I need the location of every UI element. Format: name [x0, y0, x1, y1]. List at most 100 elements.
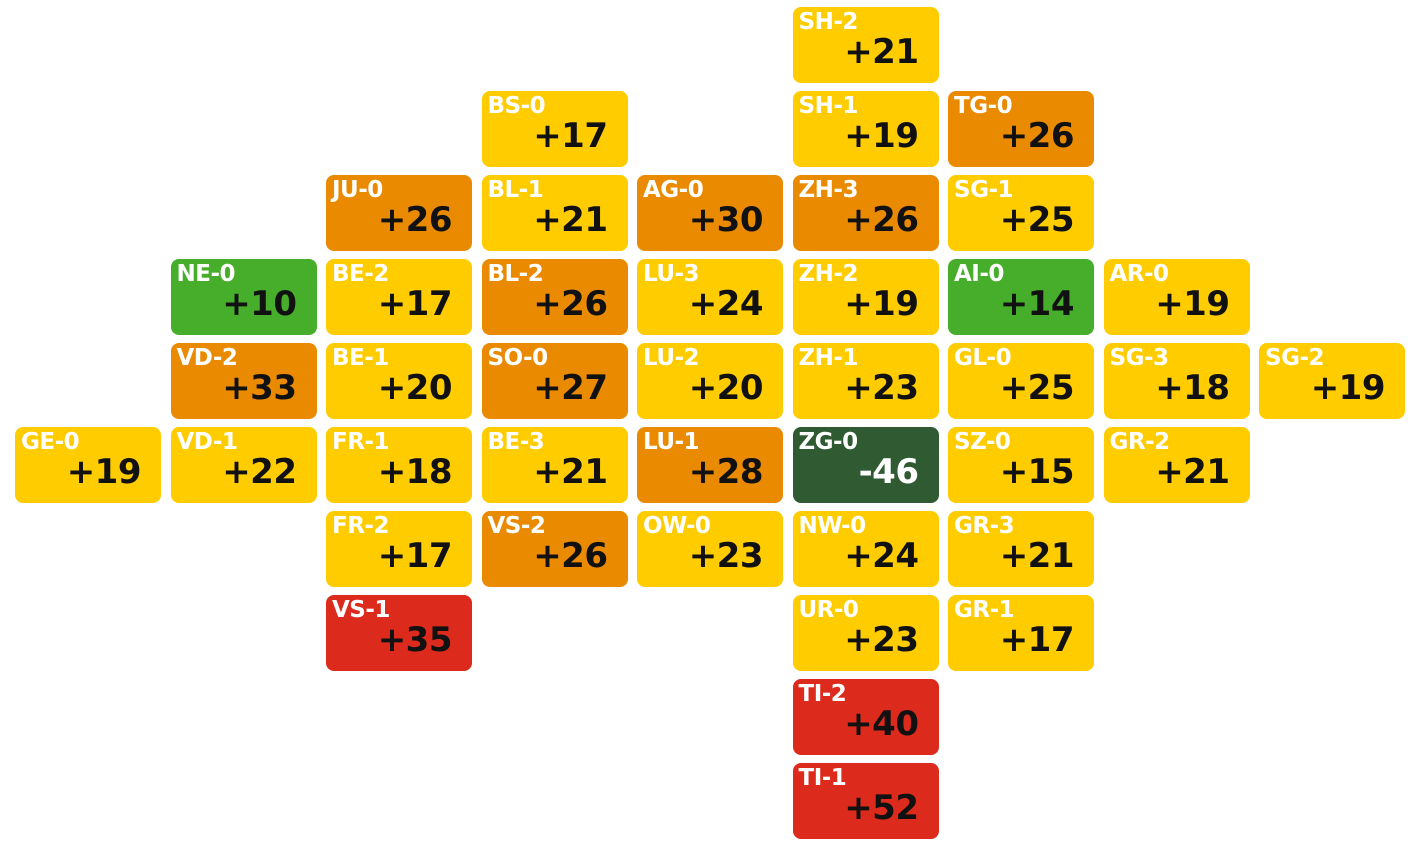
tile-zg-0[interactable]: ZG-0 -46	[792, 427, 939, 503]
tile-vs-2[interactable]: VS-2 +26	[481, 511, 628, 587]
tile-value: +30	[688, 200, 764, 240]
tile-value: +17	[377, 284, 453, 324]
tile-ne-0[interactable]: NE-0 +10	[170, 259, 317, 335]
tile-value: +15	[999, 452, 1075, 492]
tile-nw-0[interactable]: NW-0 +24	[792, 511, 939, 587]
tile-code: VS-1	[332, 597, 390, 623]
tile-code: BE-2	[332, 261, 389, 287]
tile-value: +21	[999, 536, 1075, 576]
tile-be-1[interactable]: BE-1 +20	[326, 343, 472, 419]
tile-code: JU-0	[332, 177, 383, 203]
tile-value: +26	[999, 116, 1075, 156]
tile-code: TI-2	[798, 681, 847, 707]
tile-value: +21	[533, 200, 608, 240]
tile-value: +20	[377, 368, 453, 408]
tile-value: -46	[858, 452, 919, 492]
tile-value: +26	[377, 200, 453, 240]
tile-lu-3[interactable]: LU-3 +24	[637, 259, 783, 335]
tile-ti-2[interactable]: TI-2 +40	[792, 679, 939, 755]
tile-code: SH-1	[798, 93, 859, 119]
tile-code: ZG-0	[798, 429, 859, 455]
tile-code: GR-1	[954, 597, 1015, 623]
tile-value: +28	[688, 452, 764, 492]
tile-zh-2[interactable]: ZH-2 +19	[792, 259, 939, 335]
tile-lu-2[interactable]: LU-2 +20	[637, 343, 783, 419]
tile-code: GE-0	[21, 429, 80, 455]
tile-code: SG-3	[1109, 345, 1170, 371]
tile-be-2[interactable]: BE-2 +17	[326, 259, 472, 335]
tile-value: +27	[533, 368, 608, 408]
tile-value: +26	[844, 200, 919, 240]
tile-be-3[interactable]: BE-3 +21	[481, 427, 628, 503]
tile-gr-3[interactable]: GR-3 +21	[948, 511, 1094, 587]
tile-code: GR-2	[1109, 429, 1171, 455]
tile-ti-1[interactable]: TI-1 +52	[792, 763, 939, 839]
tile-value: +40	[844, 704, 919, 744]
tile-value: +35	[377, 620, 453, 660]
tile-fr-1[interactable]: FR-1 +18	[326, 427, 472, 503]
tile-gl-0[interactable]: GL-0 +25	[948, 343, 1094, 419]
tile-value: +19	[1310, 368, 1386, 408]
tile-value: +22	[222, 452, 297, 492]
tile-value: +23	[688, 536, 764, 576]
tile-code: SG-1	[954, 177, 1014, 203]
tile-value: +52	[844, 788, 919, 828]
tile-value: +33	[222, 368, 297, 408]
tile-bl-1[interactable]: BL-1 +21	[481, 175, 628, 251]
tile-ar-0[interactable]: AR-0 +19	[1103, 259, 1250, 335]
tile-value: +14	[999, 284, 1075, 324]
tile-gr-1[interactable]: GR-1 +17	[948, 595, 1094, 671]
tile-sg-2[interactable]: SG-2 +19	[1259, 343, 1405, 419]
tile-ur-0[interactable]: UR-0 +23	[792, 595, 939, 671]
tile-code: BE-1	[332, 345, 389, 371]
tile-value: +23	[844, 368, 919, 408]
tile-ag-0[interactable]: AG-0 +30	[637, 175, 783, 251]
tile-code: UR-0	[798, 597, 859, 623]
tile-sz-0[interactable]: SZ-0 +15	[948, 427, 1094, 503]
tile-code: GL-0	[954, 345, 1012, 371]
tile-code: SH-2	[798, 9, 859, 35]
tile-tg-0[interactable]: TG-0 +26	[948, 91, 1094, 167]
tile-vd-1[interactable]: VD-1 +22	[170, 427, 317, 503]
tile-gr-2[interactable]: GR-2 +21	[1103, 427, 1250, 503]
tile-zh-1[interactable]: ZH-1 +23	[792, 343, 939, 419]
tile-code: VS-2	[487, 513, 546, 539]
tile-value: +26	[533, 536, 608, 576]
tile-value: +24	[844, 536, 919, 576]
tile-sg-3[interactable]: SG-3 +18	[1103, 343, 1250, 419]
tile-code: FR-1	[332, 429, 389, 455]
tile-code: AG-0	[643, 177, 704, 203]
tile-code: NW-0	[798, 513, 867, 539]
tile-bs-0[interactable]: BS-0 +17	[481, 91, 628, 167]
tile-code: TG-0	[954, 93, 1013, 119]
tile-sh-1[interactable]: SH-1 +19	[792, 91, 939, 167]
tile-sh-2[interactable]: SH-2 +21	[792, 7, 939, 83]
tile-code: VD-1	[176, 429, 238, 455]
tile-value: +23	[844, 620, 919, 660]
tile-code: LU-3	[643, 261, 700, 287]
tile-value: +17	[377, 536, 453, 576]
tile-fr-2[interactable]: FR-2 +17	[326, 511, 472, 587]
tile-zh-3[interactable]: ZH-3 +26	[792, 175, 939, 251]
tile-value: +10	[222, 284, 297, 324]
tile-value: +18	[377, 452, 453, 492]
tile-ge-0[interactable]: GE-0 +19	[15, 427, 161, 503]
tile-code: BS-0	[487, 93, 546, 119]
tile-value: +19	[844, 116, 919, 156]
tile-code: SO-0	[487, 345, 549, 371]
tile-bl-2[interactable]: BL-2 +26	[481, 259, 628, 335]
tile-value: +18	[1155, 368, 1230, 408]
tile-sg-1[interactable]: SG-1 +25	[948, 175, 1094, 251]
tile-vs-1[interactable]: VS-1 +35	[326, 595, 472, 671]
tile-vd-2[interactable]: VD-2 +33	[170, 343, 317, 419]
tile-code: AI-0	[954, 261, 1004, 287]
tile-ow-0[interactable]: OW-0 +23	[637, 511, 783, 587]
tile-ju-0[interactable]: JU-0 +26	[326, 175, 472, 251]
tile-code: ZH-2	[798, 261, 859, 287]
tile-ai-0[interactable]: AI-0 +14	[948, 259, 1094, 335]
tile-value: +17	[533, 116, 608, 156]
tile-so-0[interactable]: SO-0 +27	[481, 343, 628, 419]
tile-value: +19	[1155, 284, 1230, 324]
tile-lu-1[interactable]: LU-1 +28	[637, 427, 783, 503]
tile-value: +17	[999, 620, 1075, 660]
